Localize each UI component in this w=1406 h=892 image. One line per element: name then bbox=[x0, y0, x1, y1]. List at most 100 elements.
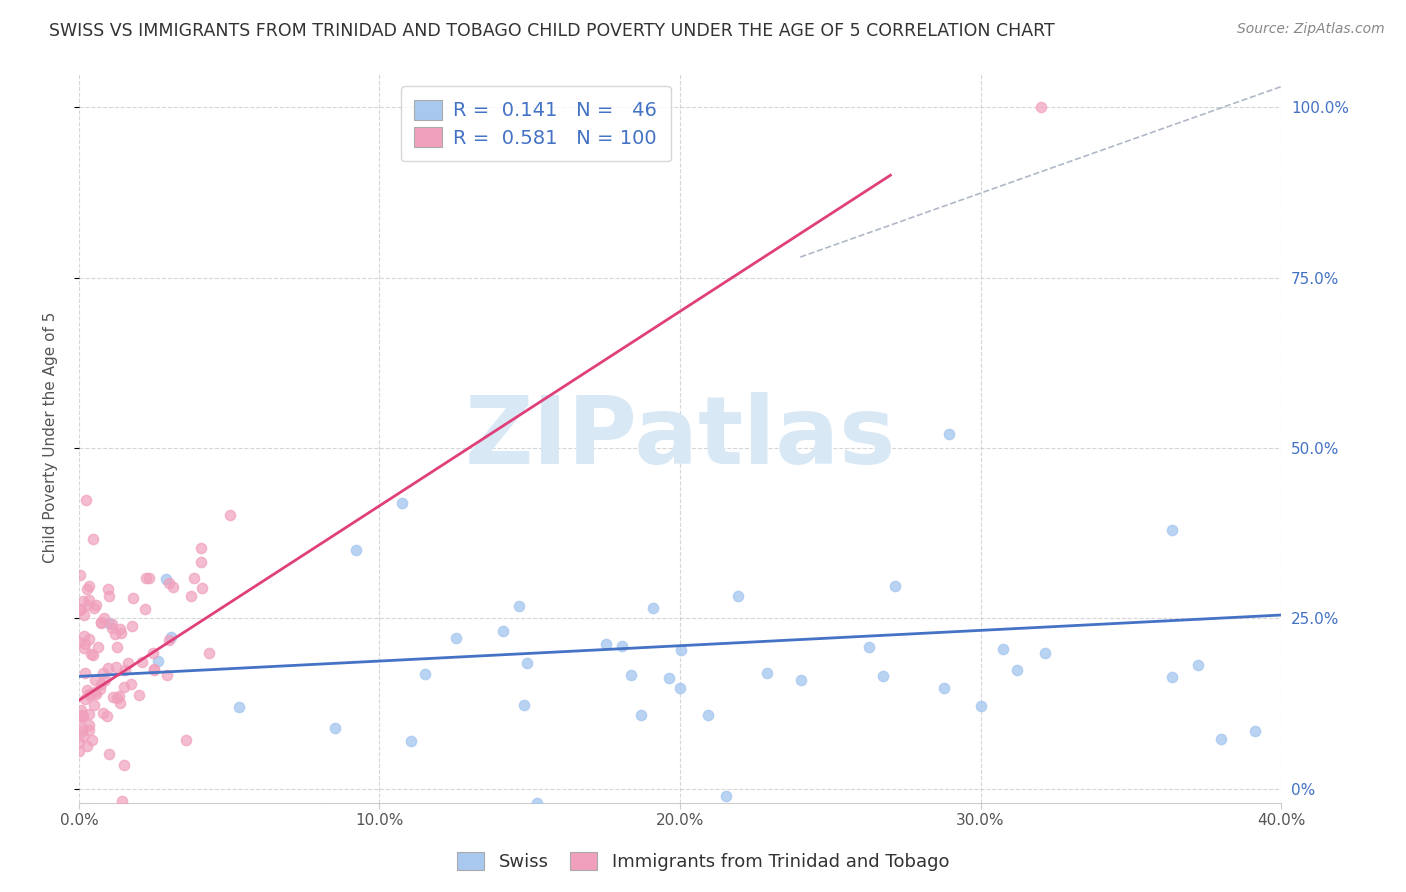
Point bbox=[70, 703, 93, 717]
Point bbox=[135, 571, 157, 585]
Point bbox=[1211, 731, 1233, 746]
Point bbox=[620, 667, 643, 681]
Text: SWISS VS IMMIGRANTS FROM TRINIDAD AND TOBAGO CHILD POVERTY UNDER THE AGE OF 5 CO: SWISS VS IMMIGRANTS FROM TRINIDAD AND TO… bbox=[49, 22, 1054, 40]
Point bbox=[1029, 100, 1052, 114]
Point bbox=[190, 555, 212, 569]
Point bbox=[77, 632, 100, 646]
Point bbox=[84, 673, 107, 688]
Point bbox=[162, 580, 184, 594]
Point bbox=[82, 533, 104, 547]
Point bbox=[671, 643, 693, 657]
Point bbox=[134, 601, 156, 615]
Point bbox=[76, 739, 98, 754]
Point bbox=[159, 630, 181, 644]
Point bbox=[1160, 670, 1182, 684]
Point bbox=[97, 589, 120, 603]
Point bbox=[111, 794, 134, 808]
Point bbox=[100, 617, 122, 632]
Point bbox=[148, 654, 170, 668]
Point bbox=[93, 673, 115, 688]
Point bbox=[415, 667, 437, 681]
Point bbox=[121, 591, 143, 606]
Point bbox=[90, 615, 112, 630]
Point bbox=[669, 681, 692, 695]
Point bbox=[138, 571, 160, 585]
Point bbox=[595, 637, 617, 651]
Point bbox=[77, 579, 100, 593]
Point bbox=[117, 656, 139, 670]
Point bbox=[72, 729, 94, 743]
Point bbox=[112, 680, 135, 694]
Point bbox=[97, 582, 120, 596]
Point bbox=[77, 805, 100, 819]
Point bbox=[399, 734, 422, 748]
Point bbox=[89, 682, 111, 697]
Point bbox=[176, 732, 198, 747]
Point bbox=[790, 673, 813, 687]
Point bbox=[73, 691, 96, 706]
Point bbox=[101, 690, 124, 704]
Point bbox=[872, 669, 894, 683]
Point bbox=[197, 646, 219, 660]
Point bbox=[105, 640, 128, 654]
Point bbox=[107, 690, 129, 705]
Point bbox=[91, 706, 114, 720]
Point bbox=[75, 492, 97, 507]
Point bbox=[67, 744, 90, 758]
Point bbox=[191, 581, 214, 595]
Point bbox=[716, 789, 738, 803]
Point bbox=[86, 640, 108, 654]
Point bbox=[727, 589, 749, 603]
Point bbox=[142, 662, 165, 676]
Point bbox=[108, 623, 131, 637]
Point bbox=[1033, 646, 1056, 660]
Point bbox=[70, 721, 93, 735]
Point bbox=[612, 639, 634, 653]
Point bbox=[73, 666, 96, 681]
Point bbox=[79, 647, 101, 661]
Point bbox=[90, 616, 112, 631]
Point bbox=[219, 508, 242, 523]
Point bbox=[79, 802, 101, 816]
Point bbox=[612, 816, 634, 830]
Point bbox=[492, 624, 515, 639]
Point bbox=[76, 582, 98, 596]
Point bbox=[344, 543, 367, 558]
Point bbox=[69, 603, 91, 617]
Point bbox=[1161, 523, 1184, 537]
Y-axis label: Child Poverty Under the Age of 5: Child Poverty Under the Age of 5 bbox=[44, 312, 58, 564]
Point bbox=[156, 668, 179, 682]
Point bbox=[932, 681, 955, 695]
Point bbox=[142, 646, 165, 660]
Point bbox=[697, 707, 720, 722]
Point bbox=[108, 696, 131, 710]
Point bbox=[938, 427, 960, 442]
Point bbox=[72, 723, 94, 738]
Text: ZIPatlas: ZIPatlas bbox=[464, 392, 896, 483]
Point bbox=[516, 656, 538, 670]
Point bbox=[391, 495, 413, 509]
Point bbox=[97, 661, 120, 675]
Point bbox=[884, 579, 907, 593]
Point bbox=[142, 663, 165, 677]
Point bbox=[157, 632, 180, 647]
Legend: R =  0.141   N =   46, R =  0.581   N = 100: R = 0.141 N = 46, R = 0.581 N = 100 bbox=[401, 87, 671, 161]
Point bbox=[67, 735, 90, 749]
Point bbox=[104, 660, 127, 674]
Point bbox=[82, 648, 104, 662]
Point bbox=[157, 575, 180, 590]
Point bbox=[72, 709, 94, 723]
Point bbox=[72, 594, 94, 608]
Text: Source: ZipAtlas.com: Source: ZipAtlas.com bbox=[1237, 22, 1385, 37]
Point bbox=[131, 655, 153, 669]
Point bbox=[93, 611, 115, 625]
Point bbox=[630, 707, 652, 722]
Point bbox=[80, 733, 103, 747]
Point bbox=[128, 688, 150, 702]
Point bbox=[76, 598, 98, 612]
Point bbox=[67, 635, 90, 649]
Point bbox=[69, 567, 91, 582]
Point bbox=[508, 599, 530, 614]
Point bbox=[97, 615, 120, 630]
Point bbox=[641, 600, 664, 615]
